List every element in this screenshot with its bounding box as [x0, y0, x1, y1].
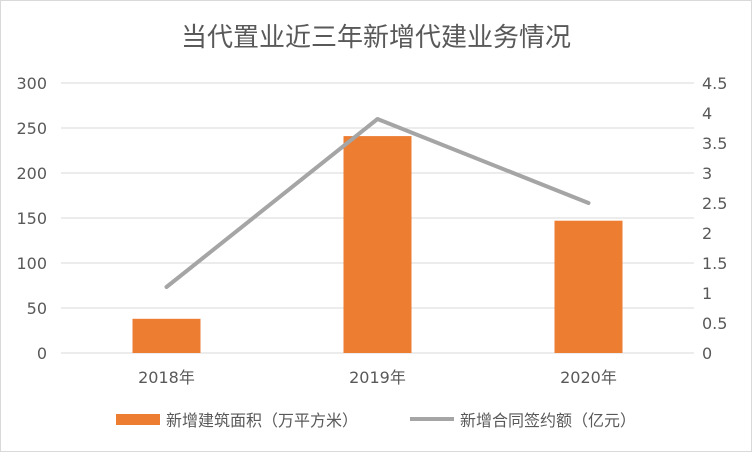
category-label-0: 2018年 [138, 368, 195, 387]
right-tick-label-4: 2 [702, 224, 712, 243]
right-tick-label-3: 1.5 [702, 254, 727, 273]
line-series [164, 117, 591, 289]
right-tick-label-1: 0.5 [702, 314, 727, 333]
bar-0 [132, 318, 201, 353]
left-tick-label-5: 250 [16, 119, 47, 138]
chart-title: 当代置业近三年新增代建业务情况 [180, 23, 571, 53]
left-axis-ticks: 0 50 100 150 200 250 300 [16, 74, 47, 363]
right-tick-label-8: 4 [702, 104, 712, 123]
bar-1 [343, 136, 412, 353]
legend-line-swatch [410, 417, 454, 421]
legend-bar-swatch [115, 413, 160, 425]
legend: 新增建筑面积（万平方米） 新增合同签约额（亿元） [1, 407, 751, 431]
left-tick-label-6: 300 [16, 74, 47, 93]
category-label-2: 2020年 [560, 368, 617, 387]
category-axis-labels: 2018年 2019年 2020年 [138, 368, 617, 387]
right-axis-ticks: 0 0.5 1 1.5 2 2.5 3 3.5 4 4.5 [702, 74, 727, 363]
left-tick-label-1: 50 [27, 299, 47, 318]
legend-bar-label: 新增建筑面积（万平方米） [165, 411, 358, 430]
legend-item-line: 新增合同签约额（亿元） [410, 407, 636, 431]
left-tick-label-2: 100 [16, 254, 47, 273]
legend-line-label: 新增合同签约额（亿元） [460, 411, 637, 430]
left-tick-label-4: 200 [16, 164, 47, 183]
right-tick-label-9: 4.5 [702, 74, 727, 93]
bar-series [132, 136, 623, 353]
right-tick-label-0: 0 [702, 344, 712, 363]
left-tick-label-0: 0 [37, 344, 47, 363]
bar-2 [554, 220, 623, 353]
right-tick-label-7: 3.5 [702, 134, 727, 153]
right-tick-label-5: 2.5 [702, 194, 727, 213]
category-label-1: 2019年 [349, 368, 406, 387]
right-tick-label-6: 3 [702, 164, 712, 183]
right-tick-label-2: 1 [702, 284, 712, 303]
legend-item-bar: 新增建筑面积（万平方米） [115, 407, 358, 431]
left-tick-label-3: 150 [16, 209, 47, 228]
